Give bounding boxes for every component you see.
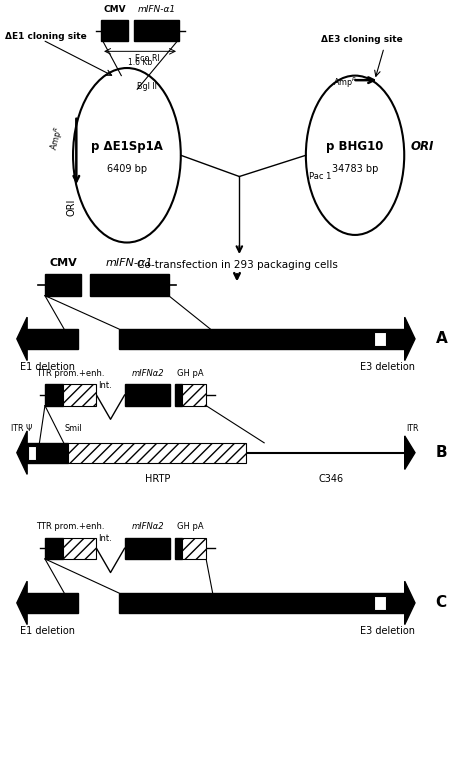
Polygon shape — [405, 581, 415, 624]
Text: E1 deletion: E1 deletion — [20, 626, 75, 636]
Bar — [101, 20, 128, 41]
Text: Amp$^R$: Amp$^R$ — [333, 76, 356, 90]
Text: SmiI: SmiI — [64, 424, 82, 433]
Text: ITR Ψ: ITR Ψ — [11, 424, 32, 433]
Text: 34783 bp: 34783 bp — [332, 164, 378, 174]
Text: A: A — [436, 331, 447, 347]
Text: Amp$^R$: Amp$^R$ — [47, 125, 68, 152]
Text: ITR: ITR — [406, 424, 419, 433]
Text: CMV: CMV — [103, 5, 126, 15]
Bar — [135, 20, 179, 41]
Text: mIFNα2: mIFNα2 — [131, 522, 164, 531]
Text: 1.6 Kb: 1.6 Kb — [128, 58, 152, 67]
Text: mIFN-α1: mIFN-α1 — [106, 258, 153, 268]
Polygon shape — [17, 317, 27, 360]
Text: Bgl II: Bgl II — [137, 82, 157, 91]
Text: ΔE3 cloning site: ΔE3 cloning site — [321, 34, 403, 44]
Bar — [182, 384, 206, 405]
Bar — [374, 596, 386, 610]
Text: 6409 bp: 6409 bp — [107, 164, 147, 174]
Bar — [182, 538, 206, 559]
Text: Pac 1: Pac 1 — [309, 172, 331, 181]
Bar — [45, 384, 63, 405]
Bar — [119, 593, 405, 613]
Text: GH pA: GH pA — [177, 369, 204, 378]
Text: mIFN-α1: mIFN-α1 — [137, 5, 176, 15]
Text: E3 deletion: E3 deletion — [360, 626, 415, 636]
Bar — [125, 538, 171, 559]
Text: mIFNα2: mIFNα2 — [131, 369, 164, 378]
Text: E3 deletion: E3 deletion — [360, 362, 415, 372]
Bar — [45, 538, 63, 559]
Polygon shape — [17, 581, 27, 624]
Text: Eco RI: Eco RI — [136, 54, 160, 63]
Bar — [175, 538, 182, 559]
Text: p ΔE1Sp1A: p ΔE1Sp1A — [91, 140, 163, 153]
Text: C: C — [436, 595, 447, 610]
Bar — [125, 384, 171, 405]
Polygon shape — [17, 431, 27, 474]
Polygon shape — [405, 436, 415, 470]
Bar — [45, 275, 82, 295]
Text: TTR prom.+enh.: TTR prom.+enh. — [36, 369, 105, 378]
Bar — [119, 329, 405, 349]
Bar — [374, 332, 386, 346]
Bar — [90, 275, 169, 295]
Bar — [27, 593, 78, 613]
Bar — [27, 329, 78, 349]
Text: C346: C346 — [318, 474, 343, 484]
Text: CMV: CMV — [49, 258, 77, 268]
Text: TTR prom.+enh.: TTR prom.+enh. — [36, 522, 105, 531]
Text: Co-transfection in 293 packaging cells: Co-transfection in 293 packaging cells — [137, 259, 337, 269]
Bar — [27, 446, 36, 460]
Text: E1 deletion: E1 deletion — [20, 362, 75, 372]
Bar — [63, 384, 97, 405]
Text: p BHG10: p BHG10 — [327, 140, 384, 153]
Text: GH pA: GH pA — [177, 522, 204, 531]
Text: ORI: ORI — [411, 140, 434, 153]
Text: Int.: Int. — [99, 534, 112, 543]
Text: HRTP: HRTP — [145, 474, 170, 484]
Bar — [175, 384, 182, 405]
Text: ΔE1 cloning site: ΔE1 cloning site — [5, 31, 87, 41]
Bar — [68, 443, 246, 463]
Text: Int.: Int. — [99, 381, 112, 389]
Text: ORI: ORI — [67, 198, 77, 216]
Bar — [63, 538, 97, 559]
Text: B: B — [436, 445, 447, 461]
Polygon shape — [405, 317, 415, 360]
Bar — [27, 443, 68, 463]
